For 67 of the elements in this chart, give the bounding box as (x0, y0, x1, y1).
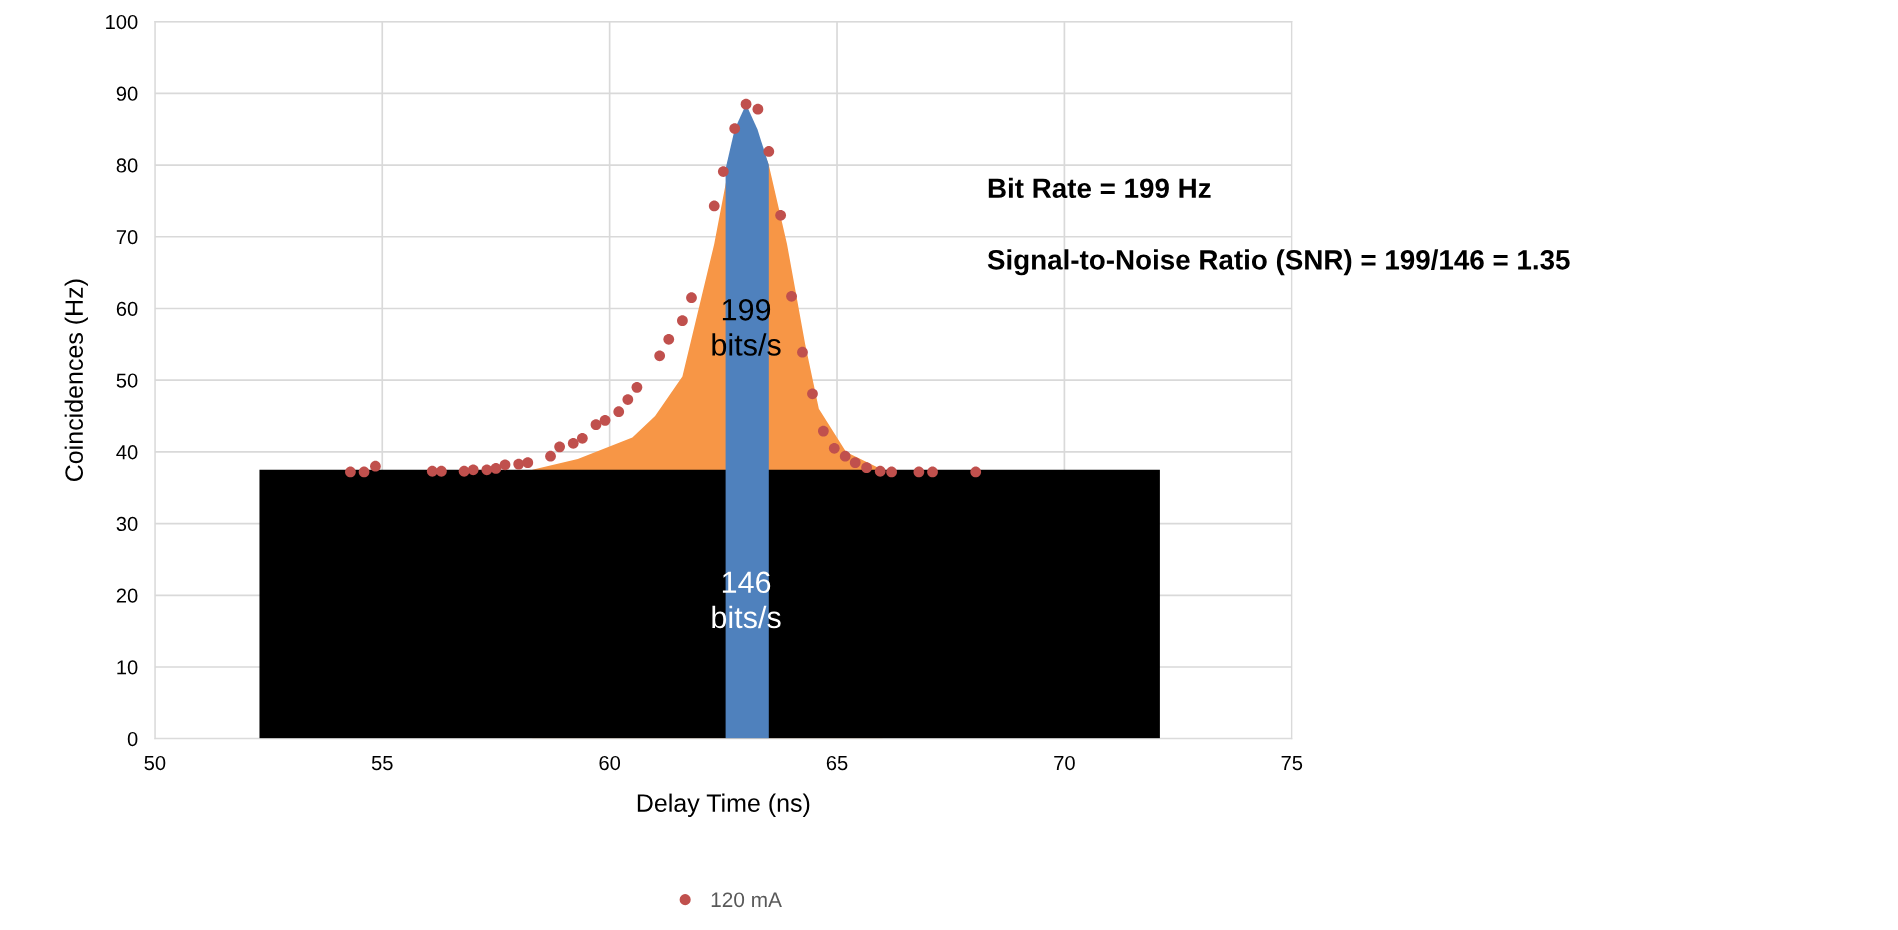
point (886, 466, 897, 478)
x-tick-label: 60 (599, 755, 621, 771)
point (576, 432, 588, 444)
point (729, 123, 741, 134)
y-tick-label: 10 (117, 660, 138, 675)
y-tick-label: 60 (116, 301, 138, 316)
x-tick-label: 65 (826, 755, 848, 771)
point (818, 425, 829, 437)
point (763, 146, 775, 157)
point (522, 457, 534, 469)
point (499, 459, 511, 471)
point (708, 200, 720, 212)
y-tick-label: 80 (116, 158, 138, 173)
x-tick-label: 55 (371, 756, 393, 771)
point (786, 290, 797, 302)
point (913, 466, 925, 478)
point (874, 465, 886, 477)
y-tick-label: 70 (116, 230, 138, 245)
x-tick-label: 50 (144, 755, 166, 771)
point (436, 465, 447, 477)
point (807, 388, 818, 400)
point (828, 442, 840, 454)
point (370, 460, 381, 472)
point (613, 406, 625, 418)
annotation: Bit Rate = 199 Hz (988, 177, 1211, 199)
point (839, 450, 851, 462)
point (622, 394, 634, 405)
point (970, 466, 982, 478)
y-tick-label: 0 (127, 731, 138, 747)
point (797, 346, 808, 358)
annotation: Signal-to-Noise Ratio (SNR) = 199/146 = 1.35 (987, 249, 1570, 276)
y-tick-label: 20 (116, 588, 138, 603)
point (590, 419, 602, 431)
point (631, 381, 643, 393)
point (927, 466, 938, 478)
point (490, 463, 502, 474)
point (663, 333, 675, 345)
point (686, 292, 697, 304)
point (717, 166, 729, 177)
y-tick-label: 90 (116, 86, 138, 101)
point (345, 466, 356, 478)
point (775, 209, 787, 221)
y-tick-label: 30 (116, 516, 138, 532)
point (677, 315, 688, 327)
point (513, 458, 525, 470)
y-tick-label: 100 (106, 14, 138, 30)
point (654, 350, 666, 362)
point (358, 466, 370, 478)
point (545, 450, 556, 462)
legend-label: 120 mA (711, 892, 782, 908)
x-axis-title: Delay Time (ns) (637, 793, 810, 817)
point (567, 437, 579, 449)
y-tick-label: 50 (116, 373, 138, 388)
point (849, 457, 861, 469)
y-tick-label: 40 (116, 445, 138, 460)
point (467, 464, 479, 476)
y-axis-title: Coincidences (Hz) (64, 279, 88, 482)
point (740, 98, 752, 110)
point (481, 464, 493, 476)
x-tick-label: 75 (1281, 756, 1303, 771)
point (599, 414, 611, 426)
point (752, 103, 764, 115)
x-tick-label: 70 (1054, 755, 1075, 771)
point (554, 441, 565, 453)
point (426, 465, 438, 477)
point (861, 462, 872, 474)
point (458, 465, 470, 477)
